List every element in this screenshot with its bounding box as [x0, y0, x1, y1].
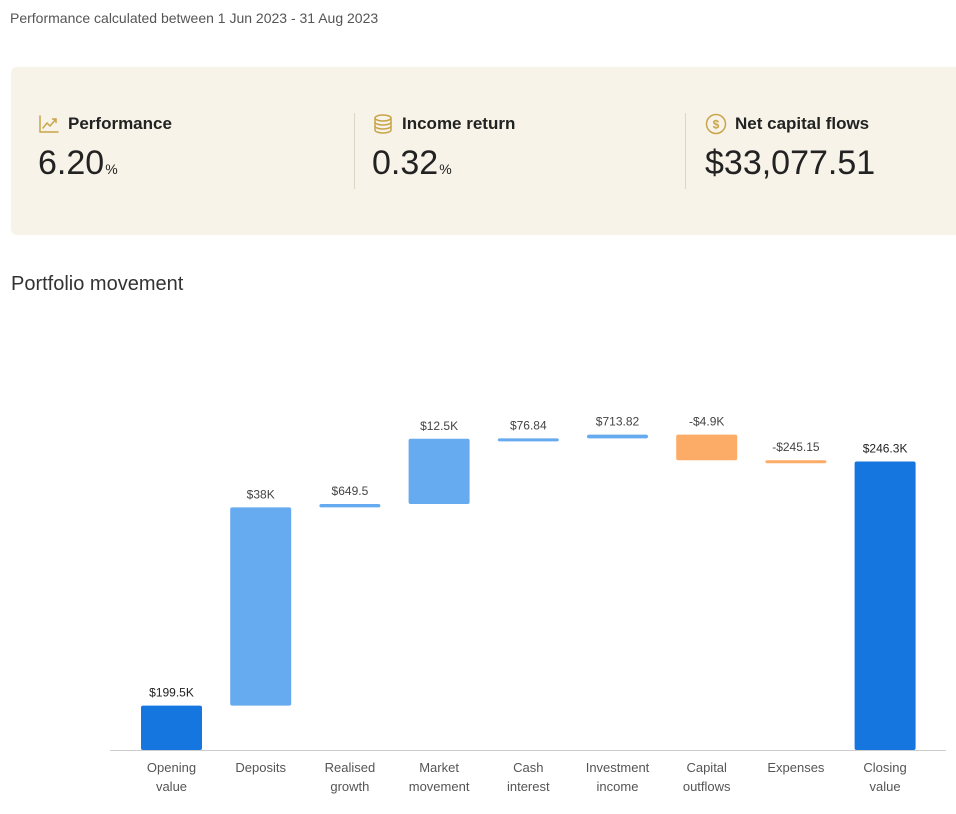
metric-label: Income return — [402, 114, 516, 133]
x-tick-label: Deposits — [235, 760, 286, 775]
data-label: -$245.15 — [772, 440, 820, 454]
bar-expenses[interactable] — [765, 460, 827, 464]
bar-closing-value[interactable] — [854, 461, 916, 750]
data-label: $38K — [247, 487, 275, 501]
bar-opening-value[interactable] — [141, 705, 202, 750]
x-tick-label: value — [156, 779, 187, 794]
coin-stack-icon — [372, 113, 394, 135]
x-tick-label: interest — [507, 779, 550, 794]
metric-performance: Performance 6.20% — [38, 113, 172, 189]
performance-period-subtitle: Performance calculated between 1 Jun 202… — [10, 10, 379, 26]
x-tick-label: Closing — [863, 760, 906, 775]
bar-deposits[interactable] — [230, 507, 292, 706]
data-label: $199.5K — [149, 686, 194, 700]
bar-market-movement[interactable] — [408, 438, 470, 505]
bar-realised-growth[interactable] — [319, 504, 381, 508]
x-tick-label: income — [597, 779, 639, 794]
data-label: $649.5 — [332, 484, 369, 498]
x-tick-label: Opening — [147, 760, 196, 775]
metric-income-return: Income return 0.32% — [354, 113, 515, 189]
data-label: $713.82 — [596, 415, 640, 429]
x-tick-label: movement — [409, 779, 470, 794]
portfolio-movement-chart: $199.5K Opening value $38K Deposits $649.5 Rea… — [110, 415, 946, 794]
x-tick-label: Capital — [686, 760, 727, 775]
data-label: $76.84 — [510, 418, 547, 432]
data-label: $12.5K — [420, 419, 458, 433]
x-tick-label: growth — [330, 779, 369, 794]
svg-text:$: $ — [713, 118, 720, 132]
bar-capital-outflows[interactable] — [676, 434, 738, 461]
metric-value: 6.20% — [38, 144, 118, 182]
metric-net-capital-flows: $ Net capital flows $33,077.51 — [685, 113, 876, 189]
x-tick-label: Market — [419, 760, 459, 775]
data-label: $246.3K — [863, 441, 908, 455]
metric-label: Net capital flows — [735, 114, 870, 133]
bar-investment-income[interactable] — [587, 434, 648, 439]
performance-summary-card: Performance 6.20% Income return 0.32% $ — [11, 67, 956, 235]
data-label: -$4.9K — [689, 415, 724, 429]
x-tick-label: Expenses — [767, 760, 825, 775]
x-tick-label: outflows — [683, 779, 731, 794]
x-tick-label: Realised — [325, 760, 376, 775]
section-title-portfolio-movement: Portfolio movement — [11, 273, 184, 295]
x-tick-label: value — [870, 779, 901, 794]
x-tick-label: Investment — [586, 760, 650, 775]
metric-value: 0.32% — [372, 144, 452, 182]
trend-up-icon — [38, 113, 60, 135]
metric-label: Performance — [68, 114, 172, 133]
x-tick-label: Cash — [513, 760, 543, 775]
bar-cash-interest[interactable] — [497, 438, 559, 442]
dollar-coin-icon: $ — [705, 113, 727, 135]
metric-value: $33,077.51 — [705, 144, 876, 182]
